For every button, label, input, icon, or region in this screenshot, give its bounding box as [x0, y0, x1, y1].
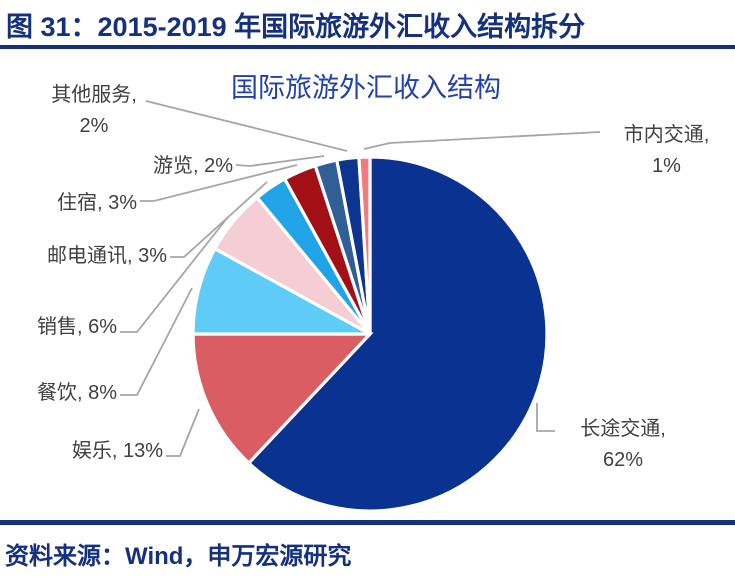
pie-slice [246, 155, 549, 513]
leader-line [120, 216, 229, 333]
pie-slice [357, 155, 372, 335]
pie-label: 游览, 2% [152, 155, 233, 177]
leader-line [536, 403, 555, 432]
pie-label: 邮电通讯, 3% [46, 245, 167, 267]
pie-label-value: 2% [79, 115, 109, 137]
leader-line [166, 408, 200, 457]
leader-line [140, 164, 298, 202]
pie-label: 长途交通, 62% [556, 414, 690, 476]
pie-slice [191, 246, 371, 336]
pie-label: 餐饮, 8% [36, 382, 117, 404]
pie-label: 销售, 6% [36, 316, 117, 338]
leader-line [170, 181, 268, 258]
header-rule [0, 45, 735, 49]
leader-line [120, 287, 193, 396]
figure-title: 图 31：2015-2019 年国际旅游外汇收入结构拆分 [6, 12, 586, 42]
pie-label: 其他服务, 2% [24, 80, 164, 142]
pie-label-name: 市内交通, [623, 124, 710, 146]
leader-line [145, 100, 348, 152]
pie-label: 住宿, 3% [56, 192, 137, 214]
pie-label: 市内交通, 1% [598, 120, 735, 182]
leader-line [235, 155, 325, 167]
pie-label-name: 长途交通, [580, 418, 666, 440]
chart-title: 国际旅游外汇收入结构 [231, 73, 501, 103]
source-text: 资料来源：Wind，申万宏源研究 [5, 543, 352, 570]
pie-slice [191, 332, 374, 466]
footer-rule [0, 520, 735, 525]
pie-label: 娱乐, 13% [71, 440, 163, 462]
pie-label-value: 1% [652, 155, 681, 177]
pie-label-value: 62% [602, 449, 644, 471]
pie-label-name: 其他服务, [51, 84, 137, 106]
leader-line [363, 131, 601, 150]
